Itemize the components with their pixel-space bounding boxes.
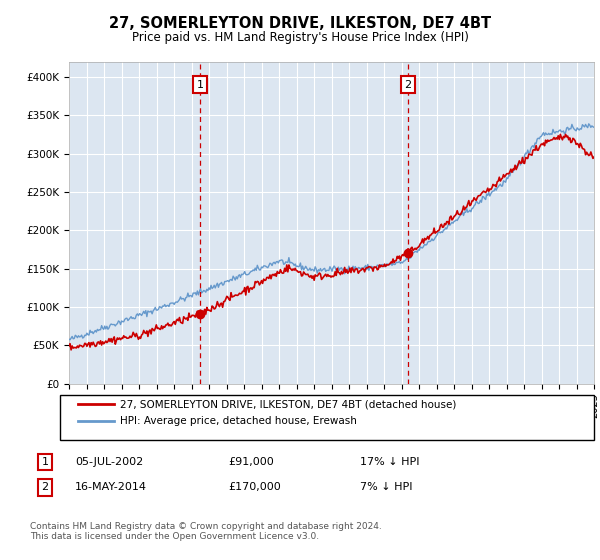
Text: 27, SOMERLEYTON DRIVE, ILKESTON, DE7 4BT: 27, SOMERLEYTON DRIVE, ILKESTON, DE7 4BT [109, 16, 491, 31]
Text: HPI: Average price, detached house, Erewash: HPI: Average price, detached house, Erew… [120, 416, 357, 426]
Text: £91,000: £91,000 [228, 457, 274, 467]
Text: 7% ↓ HPI: 7% ↓ HPI [360, 482, 413, 492]
Text: 1: 1 [41, 457, 49, 467]
Text: 27, SOMERLEYTON DRIVE, ILKESTON, DE7 4BT (detached house): 27, SOMERLEYTON DRIVE, ILKESTON, DE7 4BT… [120, 399, 457, 409]
Text: Contains HM Land Registry data © Crown copyright and database right 2024.
This d: Contains HM Land Registry data © Crown c… [30, 522, 382, 542]
Text: Price paid vs. HM Land Registry's House Price Index (HPI): Price paid vs. HM Land Registry's House … [131, 31, 469, 44]
Text: 2: 2 [404, 80, 412, 90]
Text: 05-JUL-2002: 05-JUL-2002 [75, 457, 143, 467]
Text: £170,000: £170,000 [228, 482, 281, 492]
Text: 16-MAY-2014: 16-MAY-2014 [75, 482, 147, 492]
Text: 2: 2 [41, 482, 49, 492]
Text: 17% ↓ HPI: 17% ↓ HPI [360, 457, 419, 467]
Text: 1: 1 [197, 80, 204, 90]
